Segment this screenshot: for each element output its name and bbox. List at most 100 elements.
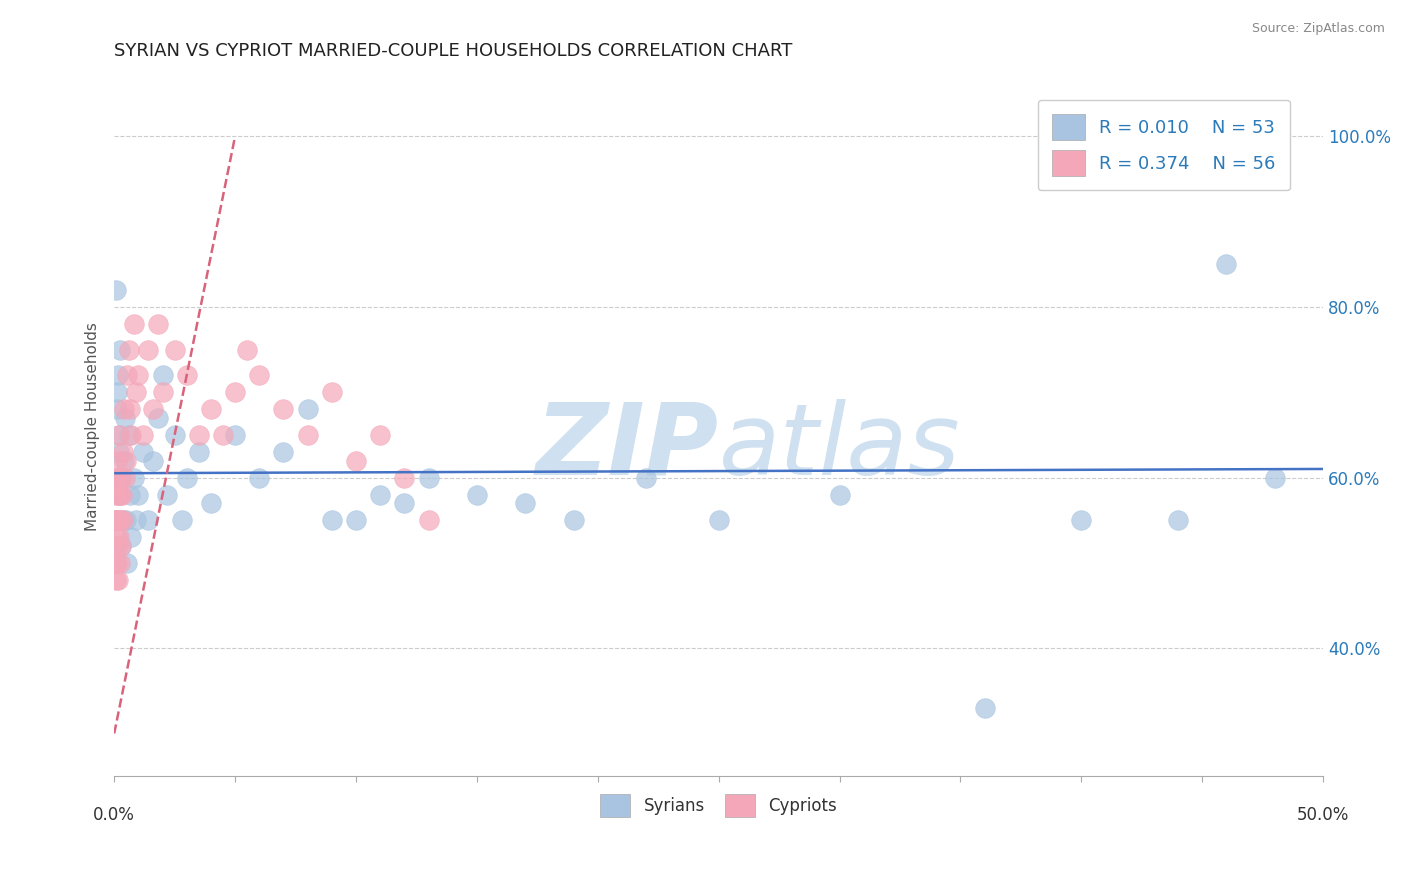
Point	[107, 428, 129, 442]
Point	[122, 470, 145, 484]
Point	[114, 470, 136, 484]
Point	[107, 470, 129, 484]
Point	[636, 470, 658, 484]
Point	[107, 368, 129, 383]
Point	[394, 470, 416, 484]
Point	[132, 428, 155, 442]
Point	[212, 428, 235, 442]
Point	[118, 428, 141, 442]
Point	[104, 513, 127, 527]
Point	[111, 513, 134, 527]
Point	[152, 385, 174, 400]
Point	[127, 488, 149, 502]
Point	[321, 385, 343, 400]
Point	[107, 513, 129, 527]
Point	[112, 513, 135, 527]
Point	[176, 470, 198, 484]
Point	[105, 283, 128, 297]
Point	[111, 445, 134, 459]
Point	[120, 428, 142, 442]
Point	[105, 385, 128, 400]
Point	[152, 368, 174, 383]
Point	[112, 402, 135, 417]
Point	[105, 556, 128, 570]
Point	[828, 488, 851, 502]
Point	[120, 530, 142, 544]
Point	[176, 368, 198, 383]
Point	[562, 513, 585, 527]
Point	[110, 539, 132, 553]
Text: 0.0%: 0.0%	[93, 806, 135, 824]
Point	[107, 539, 129, 553]
Point	[110, 513, 132, 527]
Point	[200, 496, 222, 510]
Point	[224, 428, 246, 442]
Point	[273, 445, 295, 459]
Point	[117, 556, 139, 570]
Point	[108, 488, 131, 502]
Point	[187, 428, 209, 442]
Point	[104, 513, 127, 527]
Point	[108, 530, 131, 544]
Point	[187, 445, 209, 459]
Point	[107, 573, 129, 587]
Point	[104, 513, 127, 527]
Y-axis label: Married-couple Households: Married-couple Households	[86, 322, 100, 531]
Point	[170, 513, 193, 527]
Point	[118, 488, 141, 502]
Point	[105, 470, 128, 484]
Point	[107, 428, 129, 442]
Point	[105, 530, 128, 544]
Point	[118, 402, 141, 417]
Point	[142, 453, 165, 467]
Point	[236, 343, 259, 357]
Point	[104, 556, 127, 570]
Point	[163, 428, 186, 442]
Point	[132, 445, 155, 459]
Point	[115, 513, 138, 527]
Point	[418, 470, 440, 484]
Point	[146, 317, 169, 331]
Point	[118, 343, 141, 357]
Point	[104, 539, 127, 553]
Text: SYRIAN VS CYPRIOT MARRIED-COUPLE HOUSEHOLDS CORRELATION CHART: SYRIAN VS CYPRIOT MARRIED-COUPLE HOUSEHO…	[114, 42, 793, 60]
Point	[108, 556, 131, 570]
Point	[136, 343, 159, 357]
Point	[105, 402, 128, 417]
Point	[1264, 470, 1286, 484]
Point	[297, 428, 319, 442]
Point	[110, 470, 132, 484]
Point	[117, 368, 139, 383]
Text: ZIP: ZIP	[536, 399, 718, 496]
Point	[707, 513, 730, 527]
Point	[105, 573, 128, 587]
Point	[224, 385, 246, 400]
Text: Source: ZipAtlas.com: Source: ZipAtlas.com	[1251, 22, 1385, 36]
Point	[122, 317, 145, 331]
Point	[125, 513, 148, 527]
Point	[127, 368, 149, 383]
Point	[515, 496, 537, 510]
Point	[108, 445, 131, 459]
Point	[108, 488, 131, 502]
Point	[111, 488, 134, 502]
Point	[146, 410, 169, 425]
Point	[344, 453, 367, 467]
Point	[105, 513, 128, 527]
Point	[115, 453, 138, 467]
Point	[368, 428, 391, 442]
Point	[163, 343, 186, 357]
Point	[973, 701, 995, 715]
Point	[136, 513, 159, 527]
Point	[1215, 257, 1237, 271]
Legend: Syrians, Cypriots: Syrians, Cypriots	[593, 787, 844, 824]
Point	[107, 488, 129, 502]
Text: 50.0%: 50.0%	[1296, 806, 1350, 824]
Point	[321, 513, 343, 527]
Point	[1070, 513, 1092, 527]
Point	[394, 496, 416, 510]
Point	[200, 402, 222, 417]
Point	[156, 488, 179, 502]
Point	[110, 470, 132, 484]
Point	[344, 513, 367, 527]
